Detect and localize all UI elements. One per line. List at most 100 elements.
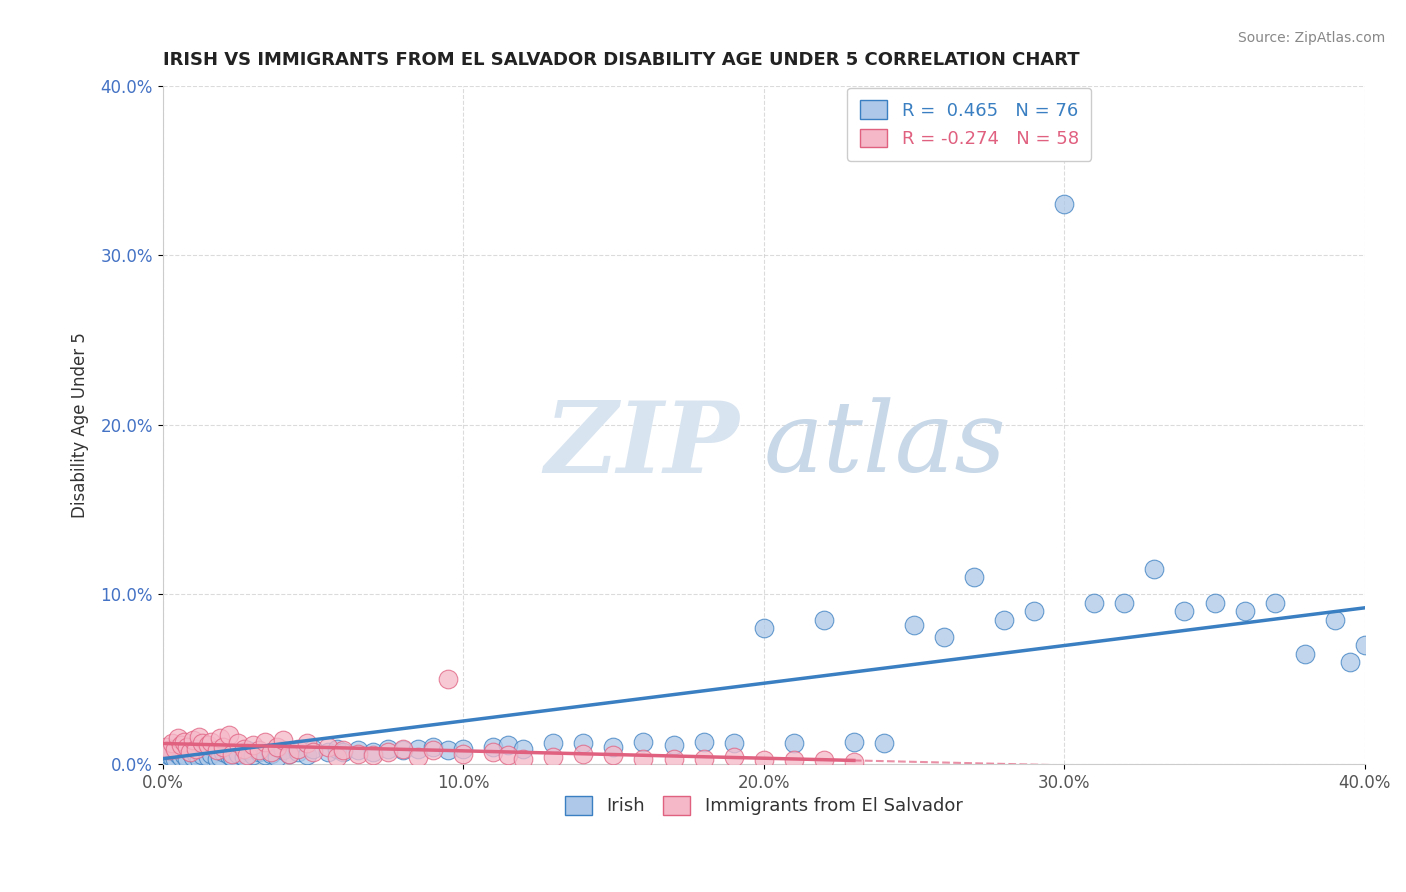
Point bbox=[543, 750, 565, 764]
Point bbox=[437, 672, 460, 686]
Point bbox=[271, 733, 294, 747]
Point bbox=[1339, 655, 1361, 669]
Point bbox=[226, 736, 249, 750]
Point bbox=[1083, 596, 1105, 610]
Point bbox=[1024, 604, 1046, 618]
Point bbox=[543, 736, 565, 750]
Point bbox=[332, 745, 354, 759]
Point bbox=[184, 741, 207, 756]
Point bbox=[783, 736, 806, 750]
Point bbox=[169, 738, 191, 752]
Point bbox=[163, 741, 186, 756]
Text: atlas: atlas bbox=[763, 397, 1007, 492]
Point bbox=[208, 731, 231, 746]
Point bbox=[723, 736, 745, 750]
Point bbox=[218, 748, 240, 763]
Point bbox=[392, 743, 415, 757]
Point bbox=[190, 748, 212, 763]
Y-axis label: Disability Age Under 5: Disability Age Under 5 bbox=[72, 332, 89, 517]
Point bbox=[752, 621, 775, 635]
Point bbox=[326, 750, 349, 764]
Point bbox=[179, 745, 201, 759]
Point bbox=[253, 748, 276, 763]
Point bbox=[163, 752, 186, 766]
Point bbox=[295, 736, 318, 750]
Point bbox=[157, 743, 180, 757]
Point bbox=[496, 738, 519, 752]
Point bbox=[176, 752, 198, 766]
Point bbox=[361, 745, 384, 759]
Point bbox=[377, 745, 399, 759]
Point bbox=[253, 735, 276, 749]
Point bbox=[232, 741, 254, 756]
Point bbox=[1204, 596, 1226, 610]
Point bbox=[211, 739, 233, 754]
Point bbox=[302, 741, 325, 756]
Point bbox=[377, 741, 399, 756]
Point bbox=[242, 738, 264, 752]
Point bbox=[205, 743, 228, 757]
Point bbox=[903, 617, 925, 632]
Point bbox=[155, 739, 177, 754]
Point bbox=[662, 738, 685, 752]
Point bbox=[347, 743, 370, 757]
Text: Source: ZipAtlas.com: Source: ZipAtlas.com bbox=[1237, 31, 1385, 45]
Point bbox=[1294, 647, 1316, 661]
Point bbox=[1323, 613, 1346, 627]
Point bbox=[302, 745, 325, 759]
Point bbox=[422, 743, 444, 757]
Point bbox=[496, 748, 519, 763]
Point bbox=[963, 570, 986, 584]
Point bbox=[633, 735, 655, 749]
Point bbox=[160, 736, 183, 750]
Point bbox=[169, 750, 191, 764]
Point bbox=[361, 748, 384, 763]
Point bbox=[211, 745, 233, 759]
Point bbox=[235, 743, 257, 757]
Point bbox=[437, 743, 460, 757]
Point bbox=[1143, 562, 1166, 576]
Point bbox=[226, 747, 249, 761]
Point bbox=[187, 752, 209, 766]
Point bbox=[179, 745, 201, 759]
Point bbox=[347, 747, 370, 761]
Point bbox=[1114, 596, 1136, 610]
Point bbox=[173, 735, 195, 749]
Point bbox=[181, 733, 204, 747]
Point bbox=[813, 754, 835, 768]
Point bbox=[166, 731, 188, 746]
Point bbox=[208, 750, 231, 764]
Point bbox=[842, 755, 865, 769]
Point bbox=[873, 736, 896, 750]
Point bbox=[392, 741, 415, 756]
Point bbox=[218, 728, 240, 742]
Point bbox=[295, 748, 318, 763]
Point bbox=[160, 750, 183, 764]
Point bbox=[242, 748, 264, 763]
Legend: Irish, Immigrants from El Salvador: Irish, Immigrants from El Salvador bbox=[558, 789, 970, 822]
Point bbox=[842, 735, 865, 749]
Point bbox=[187, 730, 209, 744]
Point bbox=[633, 752, 655, 766]
Point bbox=[1264, 596, 1286, 610]
Point bbox=[572, 747, 595, 761]
Point bbox=[316, 745, 339, 759]
Point bbox=[200, 747, 222, 761]
Point bbox=[260, 747, 283, 761]
Point bbox=[157, 748, 180, 763]
Point bbox=[482, 745, 505, 759]
Point bbox=[451, 747, 474, 761]
Point bbox=[200, 735, 222, 749]
Point bbox=[406, 741, 429, 756]
Point bbox=[1173, 604, 1195, 618]
Point bbox=[602, 739, 624, 754]
Point bbox=[813, 613, 835, 627]
Point bbox=[173, 748, 195, 763]
Point bbox=[692, 752, 714, 766]
Point bbox=[184, 747, 207, 761]
Point bbox=[260, 745, 283, 759]
Point bbox=[662, 752, 685, 766]
Point bbox=[406, 750, 429, 764]
Point bbox=[197, 750, 219, 764]
Point bbox=[783, 754, 806, 768]
